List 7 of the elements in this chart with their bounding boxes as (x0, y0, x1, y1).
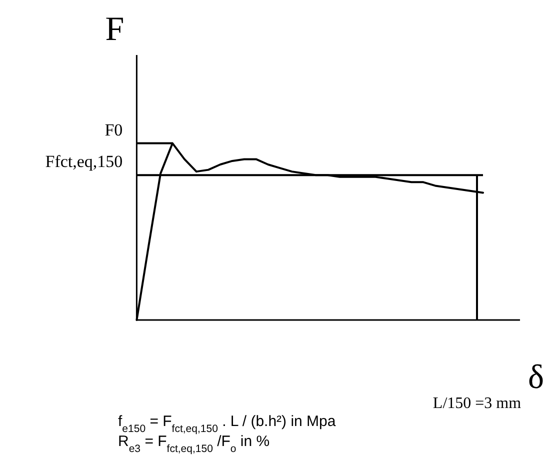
text: f$_{e150}$ = F$_{fct,eq,150}$ . L / (b.h²) in Mpa (118, 413, 336, 435)
text: R$_{e3}$ = F$_{fct,eq,150}$ /F$_{o}$ in % (118, 433, 270, 455)
x-axis-title: δ (528, 359, 544, 396)
text: L/150 =3 mm (432, 395, 522, 412)
ref-line-label: Ffct,eq,150 (45, 152, 123, 172)
ref-line-label: F0 (104, 120, 123, 140)
y-axis-title: F (105, 11, 124, 48)
